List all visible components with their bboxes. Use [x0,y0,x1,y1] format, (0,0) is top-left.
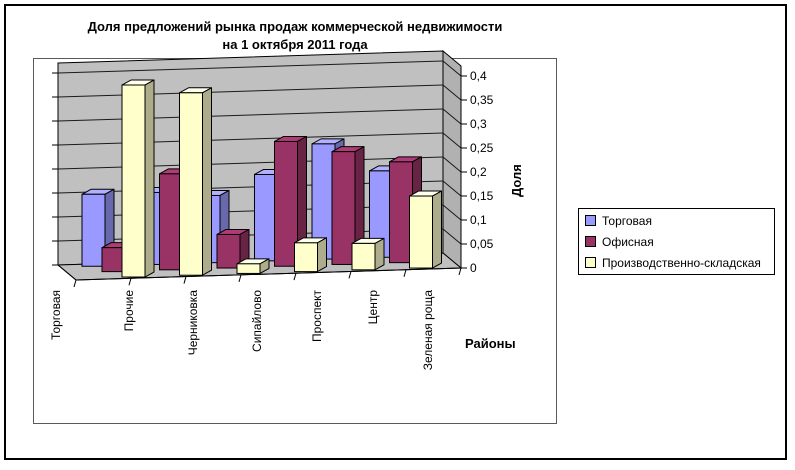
category-axis-title: Районы [465,336,516,351]
bar-Производственно-складская [409,195,433,269]
bar-Производственно-складская [121,84,146,278]
chart-title: Доля предложений рынка продаж коммерческ… [33,18,557,54]
bar-Торговая [81,193,106,267]
bar-Офисная [216,233,241,269]
bar-Офисная [331,151,356,265]
legend-label-3: Производственно-складская [602,255,761,270]
gridline-side [442,156,462,173]
legend-item-1: Торговая [579,210,774,231]
category-label-5: Проспект [310,290,324,343]
chart-legend: Торговая Офисная Производственно-складская [578,208,775,275]
value-axis-label: 0,1 [470,213,487,227]
legend-item-3: Производственно-складская [579,252,774,273]
category-label-1: Торговая [49,290,63,340]
gridline-side [442,84,462,101]
bar-Производственно-складская [179,92,203,276]
value-axis-label: 0,4 [470,69,487,83]
bar-side-Производственно-складская [202,87,212,276]
gridline-side [442,204,462,221]
chart-title-line1: Доля предложений рынка продаж коммерческ… [87,19,503,34]
legend-swatch-1 [585,215,596,226]
value-axis-label: 0,15 [470,189,494,203]
bar-Производственно-складская [236,263,261,274]
category-axis-tick [458,267,462,276]
category-axis-tick [73,279,77,288]
legend-label-1: Торговая [602,213,652,228]
legend-swatch-2 [585,236,596,247]
category-axis-tick [128,278,132,286]
bar-side-Производственно-складская [432,190,442,269]
bar-Офисная [274,140,298,267]
bar-Производственно-складская [351,242,376,271]
gridline-side [442,60,462,77]
gridline-side [442,132,462,149]
value-axis-label: 0,3 [470,117,487,131]
category-axis-tick [348,271,352,279]
category-label-2: Прочие [122,290,136,332]
gridline-side [442,108,462,125]
value-axis-label: 0,25 [470,141,494,155]
category-label-4: Сипайлово [250,290,264,352]
value-axis-label: 0,2 [470,165,487,179]
bar-Производственно-складская [294,242,318,273]
category-axis-tick [238,274,242,282]
legend-label-2: Офисная [602,234,654,249]
value-axis-label: 0 [470,261,477,275]
value-axis-label: 0,05 [470,237,494,251]
bar-side-Производственно-складская [317,237,327,273]
gridline-side [442,228,462,245]
bar-side-Производственно-складская [374,237,385,271]
gridline-side [442,180,462,197]
bar-side-Производственно-складская [144,79,155,278]
category-axis-line [75,267,462,281]
category-label-7: Зеленая роща [421,290,435,371]
legend-item-2: Офисная [579,231,774,252]
category-axis-left-edge [57,264,77,281]
category-label-3: Черниковка [186,290,200,356]
category-axis-tick [183,276,187,284]
value-axis-title: Доля [509,164,524,197]
chart-title-line2: на 1 октября 2011 года [222,37,368,52]
gridline [57,60,444,74]
category-axis-tick [293,272,297,281]
category-axis-tick [403,269,407,277]
value-axis-label: 0,35 [470,93,494,107]
category-label-6: Центр [366,290,380,325]
legend-swatch-3 [585,257,596,268]
